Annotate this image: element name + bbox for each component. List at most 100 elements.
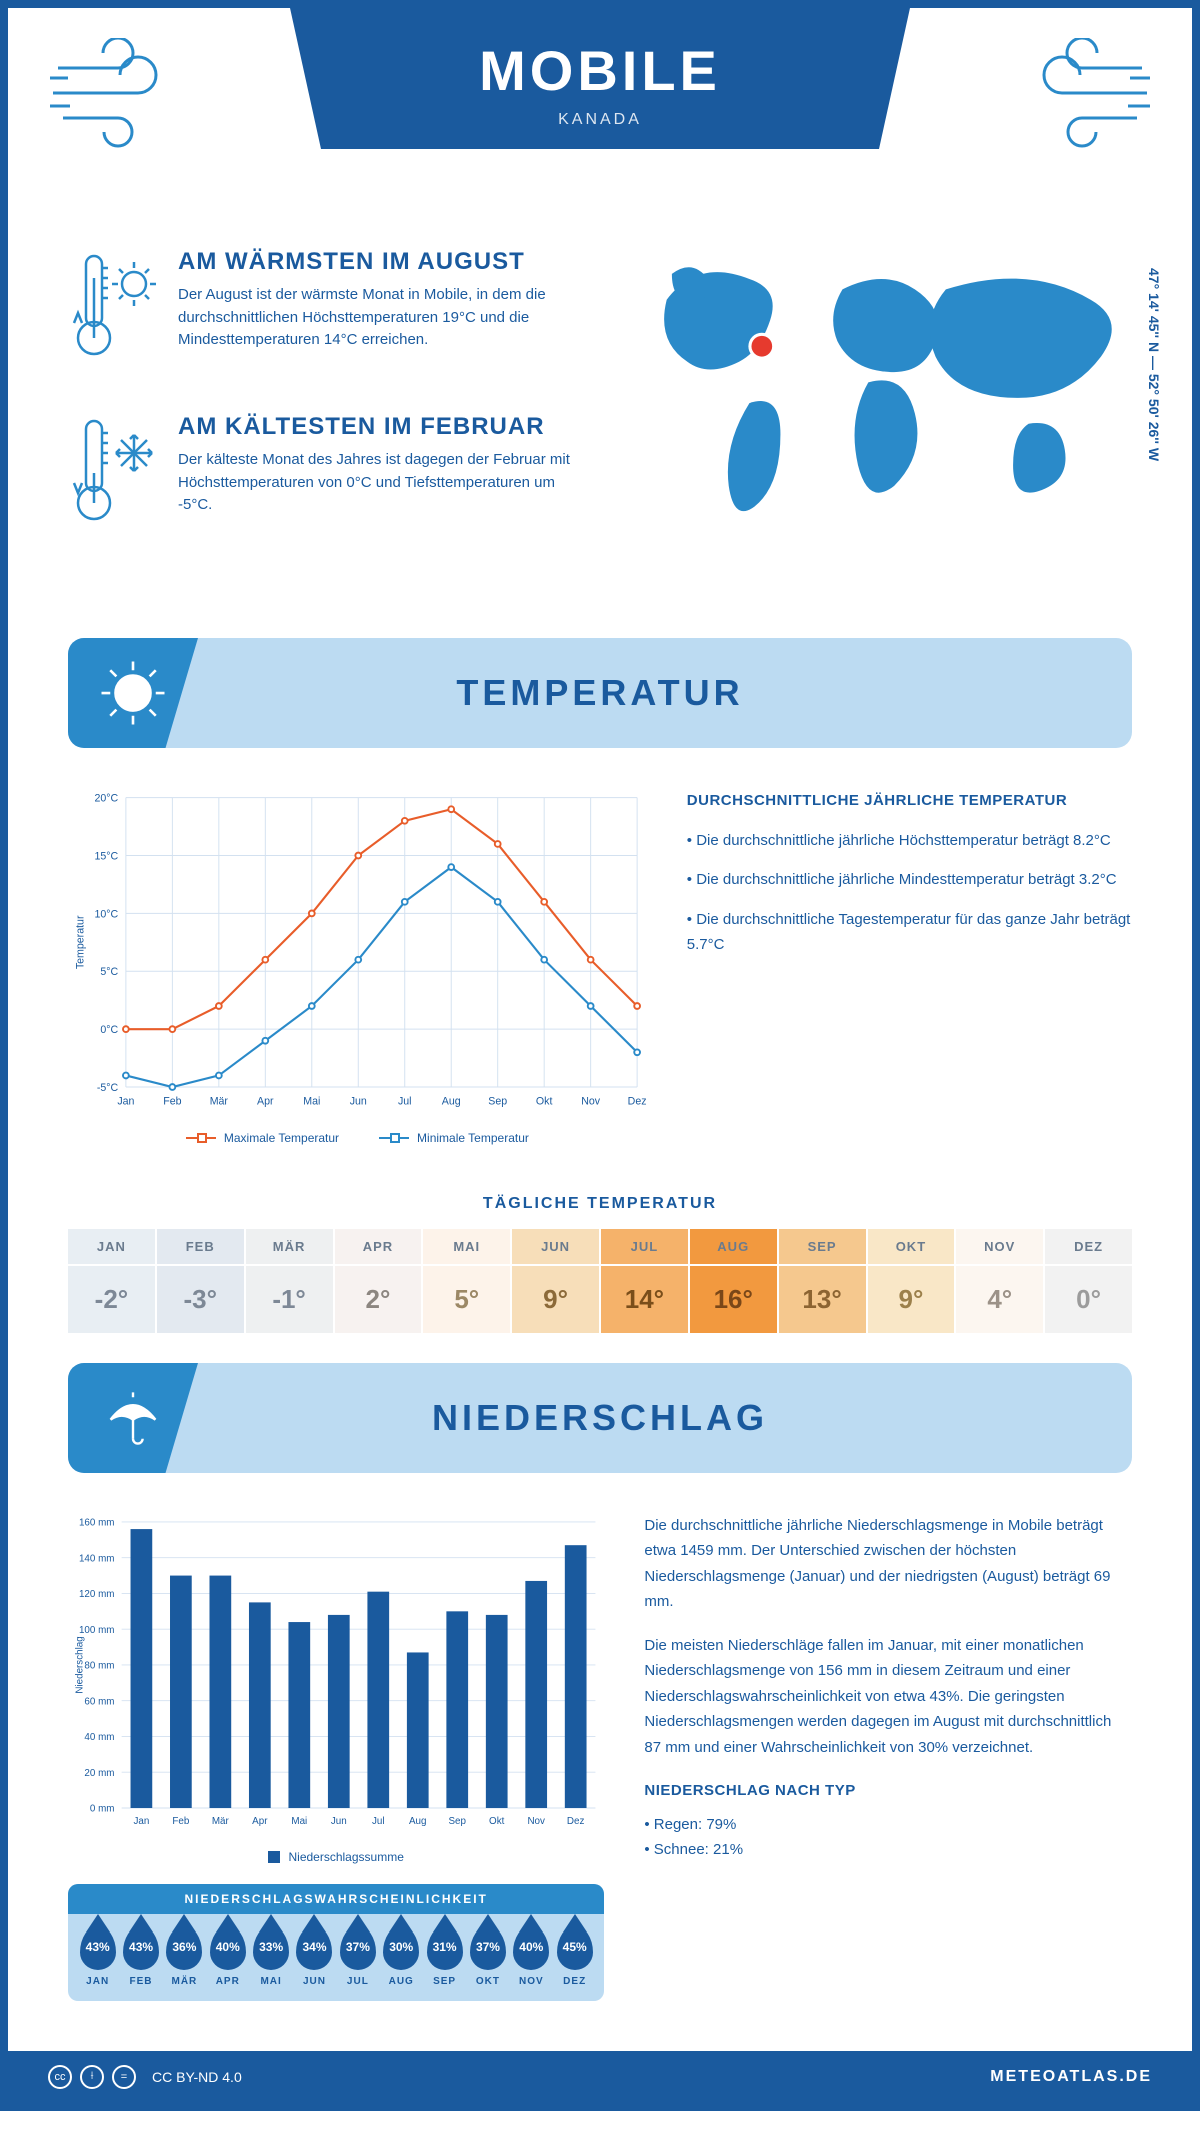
raindrop-icon: 43%	[80, 1926, 116, 1970]
sun-icon	[68, 638, 198, 748]
daily-month: JUL	[601, 1229, 688, 1264]
nd-icon: =	[112, 2065, 136, 2089]
precip-type-snow: • Schnee: 21%	[644, 1837, 1132, 1863]
probability-title: NIEDERSCHLAGSWAHRSCHEINLICHKEIT	[68, 1884, 604, 1914]
footer: cc ⟊ = CC BY-ND 4.0 METEOATLAS.DE	[8, 2051, 1192, 2103]
daily-title: TÄGLICHE TEMPERATUR	[8, 1195, 1192, 1213]
prob-drop: 37% OKT	[466, 1926, 509, 1987]
svg-text:Nov: Nov	[581, 1095, 601, 1107]
legend-min: Minimale Temperatur	[417, 1131, 529, 1145]
license-block: cc ⟊ = CC BY-ND 4.0	[48, 2065, 242, 2089]
raindrop-icon: 34%	[296, 1926, 332, 1970]
svg-text:160 mm: 160 mm	[79, 1517, 115, 1528]
world-map-icon	[615, 248, 1132, 528]
precip-para: Die meisten Niederschläge fallen im Janu…	[644, 1633, 1132, 1761]
daily-month: MAI	[423, 1229, 510, 1264]
svg-text:10°C: 10°C	[94, 908, 118, 920]
svg-text:40 mm: 40 mm	[84, 1732, 114, 1743]
daily-value: 9°	[868, 1266, 955, 1333]
prob-drop: 40% APR	[206, 1926, 249, 1987]
svg-text:5°C: 5°C	[100, 966, 118, 978]
temp-bullet: • Die durchschnittliche Tagestemperatur …	[687, 907, 1132, 958]
fact-warmest: AM WÄRMSTEN IM AUGUST Der August ist der…	[68, 248, 585, 373]
temp-bullet: • Die durchschnittliche jährliche Höchst…	[687, 828, 1132, 854]
section-title-precipitation: NIEDERSCHLAG	[432, 1397, 768, 1439]
legend-max: Maximale Temperatur	[224, 1131, 339, 1145]
daily-month: MÄR	[246, 1229, 333, 1264]
svg-text:Okt: Okt	[489, 1816, 505, 1827]
svg-text:Mai: Mai	[303, 1095, 320, 1107]
by-icon: ⟊	[80, 2065, 104, 2089]
svg-text:Feb: Feb	[172, 1816, 189, 1827]
svg-text:15°C: 15°C	[94, 850, 118, 862]
fact-coldest-heading: AM KÄLTESTEN IM FEBRUAR	[178, 413, 585, 441]
daily-month: DEZ	[1045, 1229, 1132, 1264]
svg-text:Sep: Sep	[448, 1816, 466, 1827]
temp-bullet: • Die durchschnittliche jährliche Mindes…	[687, 867, 1132, 893]
raindrop-icon: 45%	[557, 1926, 593, 1970]
daily-month: FEB	[157, 1229, 244, 1264]
license-text: CC BY-ND 4.0	[152, 2069, 242, 2085]
precipitation-text: Die durchschnittliche jährliche Niedersc…	[644, 1513, 1132, 2001]
daily-month: NOV	[956, 1229, 1043, 1264]
header: MOBILE KANADA	[8, 8, 1192, 228]
page-title: MOBILE	[290, 38, 910, 103]
svg-text:Jul: Jul	[372, 1816, 385, 1827]
svg-text:20 mm: 20 mm	[84, 1768, 114, 1779]
fact-coldest-body: Der kälteste Monat des Jahres ist dagege…	[178, 449, 585, 517]
temperature-chart: -5°C0°C5°C10°C15°C20°CJanFebMärAprMaiJun…	[68, 788, 647, 1145]
cc-icon: cc	[48, 2065, 72, 2089]
daily-value: 5°	[423, 1266, 510, 1333]
svg-text:Jun: Jun	[350, 1095, 367, 1107]
daily-value: 0°	[1045, 1266, 1132, 1333]
raindrop-icon: 40%	[513, 1926, 549, 1970]
daily-month: AUG	[690, 1229, 777, 1264]
coordinates: 47° 14' 45'' N — 52° 50' 26'' W	[1146, 268, 1162, 461]
svg-text:-5°C: -5°C	[97, 1082, 119, 1094]
intro-facts: AM WÄRMSTEN IM AUGUST Der August ist der…	[68, 248, 585, 578]
svg-text:Mär: Mär	[212, 1816, 230, 1827]
svg-text:Okt: Okt	[536, 1095, 553, 1107]
wind-icon-left	[48, 38, 178, 148]
intro-row: AM WÄRMSTEN IM AUGUST Der August ist der…	[8, 228, 1192, 618]
raindrop-icon: 37%	[470, 1926, 506, 1970]
daily-value: 16°	[690, 1266, 777, 1333]
wind-icon-right	[1022, 38, 1152, 148]
prob-drop: 31% SEP	[423, 1926, 466, 1987]
prob-drop: 30% AUG	[380, 1926, 423, 1987]
raindrop-icon: 36%	[166, 1926, 202, 1970]
thermometer-snow-icon	[68, 413, 158, 538]
prob-drop: 43% FEB	[119, 1926, 162, 1987]
daily-value: -2°	[68, 1266, 155, 1333]
probability-strip: NIEDERSCHLAGSWAHRSCHEINLICHKEIT 43% JAN …	[68, 1884, 604, 2001]
prob-drop: 43% JAN	[76, 1926, 119, 1987]
prob-drop: 36% MÄR	[163, 1926, 206, 1987]
page-subtitle: KANADA	[290, 111, 910, 129]
daily-month: JUN	[512, 1229, 599, 1264]
site-name: METEOATLAS.DE	[990, 2068, 1152, 2086]
precip-para: Die durchschnittliche jährliche Niedersc…	[644, 1513, 1132, 1615]
temperature-text: DURCHSCHNITTLICHE JÄHRLICHE TEMPERATUR •…	[687, 788, 1132, 1145]
daily-month: JAN	[68, 1229, 155, 1264]
svg-text:Apr: Apr	[252, 1816, 268, 1827]
intro-map: 47° 14' 45'' N — 52° 50' 26'' W	[615, 248, 1132, 578]
raindrop-icon: 43%	[123, 1926, 159, 1970]
daily-grid: JANFEBMÄRAPRMAIJUNJULAUGSEPOKTNOVDEZ-2°-…	[68, 1229, 1132, 1333]
precip-type-heading: NIEDERSCHLAG NACH TYP	[644, 1778, 1132, 1804]
precipitation-chart: 0 mm20 mm40 mm60 mm80 mm100 mm120 mm140 …	[68, 1513, 604, 1864]
prob-drop: 40% NOV	[510, 1926, 553, 1987]
daily-value: -3°	[157, 1266, 244, 1333]
daily-value: 13°	[779, 1266, 866, 1333]
prob-drop: 37% JUL	[336, 1926, 379, 1987]
fact-coldest: AM KÄLTESTEN IM FEBRUAR Der kälteste Mon…	[68, 413, 585, 538]
temperature-legend: Maximale Temperatur Minimale Temperatur	[68, 1131, 647, 1145]
svg-text:0°C: 0°C	[100, 1024, 118, 1036]
prob-drop: 34% JUN	[293, 1926, 336, 1987]
svg-text:Temperatur: Temperatur	[74, 915, 86, 969]
section-header-temperature: TEMPERATUR	[68, 638, 1132, 748]
svg-text:Jan: Jan	[117, 1095, 134, 1107]
section-title-temperature: TEMPERATUR	[456, 672, 743, 714]
prob-drop: 33% MAI	[249, 1926, 292, 1987]
svg-text:Mär: Mär	[210, 1095, 229, 1107]
svg-text:20°C: 20°C	[94, 793, 118, 805]
